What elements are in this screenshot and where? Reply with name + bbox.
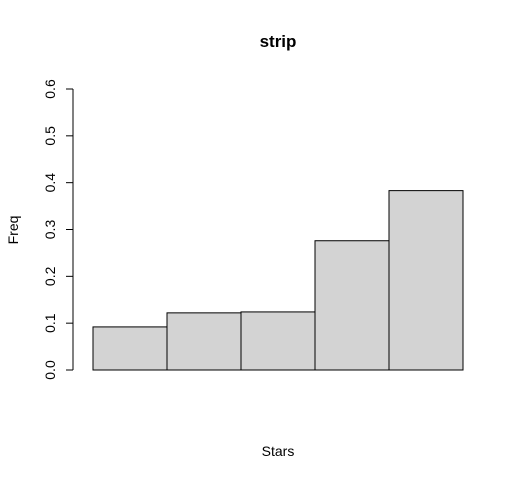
y-tick-label: 0.2 — [42, 266, 58, 286]
y-tick-label: 0.6 — [42, 79, 58, 99]
y-axis-label: Freq — [5, 216, 21, 245]
bar-1 — [92, 326, 168, 371]
x-axis-label: Stars — [262, 443, 295, 459]
y-tick-label: 0.5 — [42, 126, 58, 146]
bar-3 — [240, 311, 316, 371]
bar-5 — [388, 190, 464, 371]
bar-2 — [166, 312, 242, 371]
y-tick-label: 0.1 — [42, 313, 58, 333]
y-tick-label: 0.3 — [42, 220, 58, 240]
bars-group — [92, 190, 464, 371]
y-axis-ticks: 0.0 0.1 0.2 0.3 0.4 0.5 0.6 — [42, 79, 73, 380]
y-tick-label: 0.0 — [42, 360, 58, 380]
bar-4 — [314, 240, 390, 371]
y-tick-label: 0.4 — [42, 173, 58, 193]
chart-title: strip — [260, 32, 297, 51]
